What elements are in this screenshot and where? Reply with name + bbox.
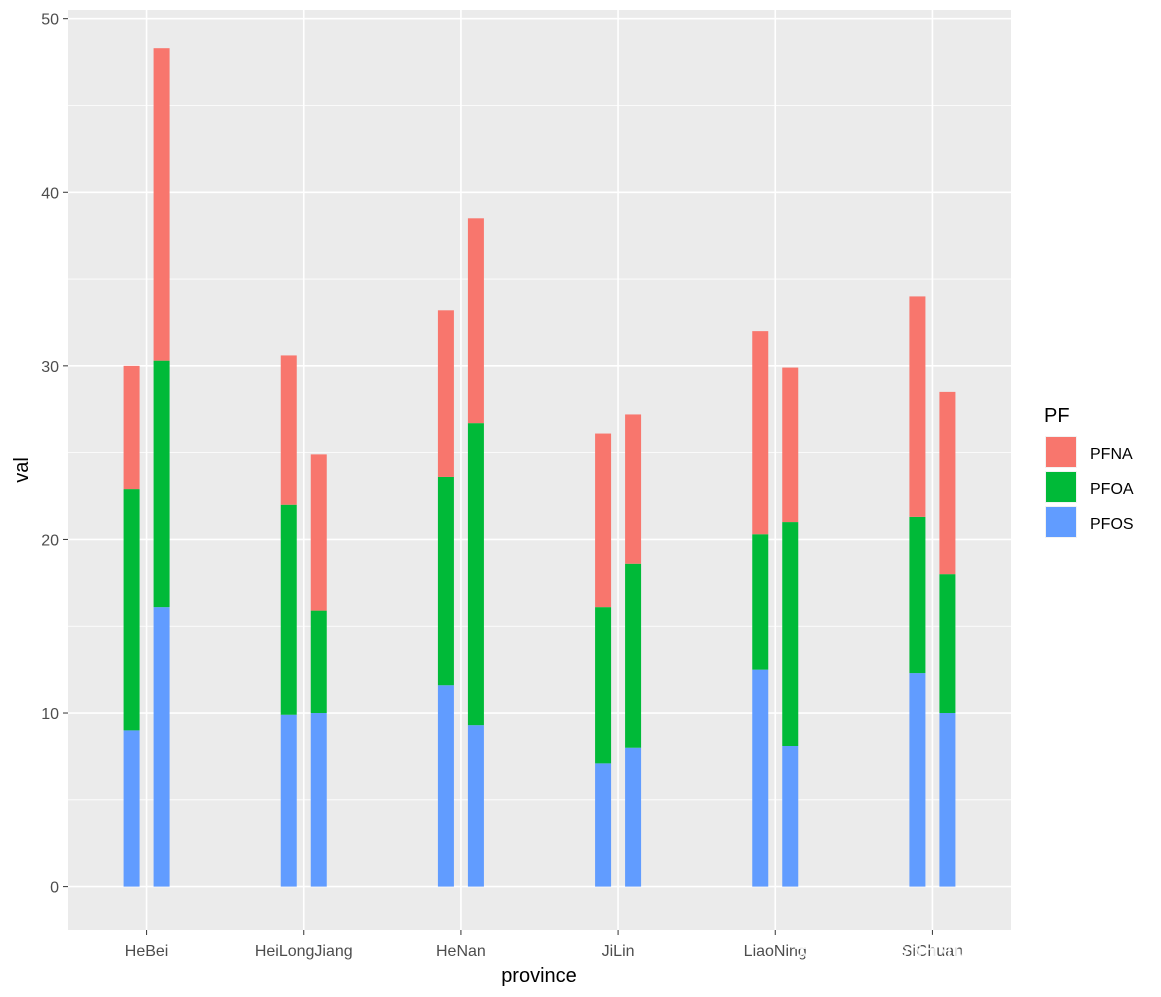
y-tick-label: 30 [41,359,59,376]
bar-segment [310,454,327,611]
bar-segment [909,516,926,674]
bar-segment [153,360,170,608]
bar-segment [939,391,956,575]
legend-key [1046,437,1076,467]
bar-segment [909,296,926,517]
bar-segment [752,534,769,670]
legend: PF PFNA PFOA PFOS [1044,405,1134,538]
bar-segment [280,504,297,715]
bar-segment [782,367,799,523]
bar-segment [280,355,297,505]
bar-segment [437,685,454,887]
legend-title: PF [1044,405,1070,427]
bar-segment [752,669,769,887]
bar-segment [280,714,297,887]
watermark: 知乎 @你的時間非常值錢 [793,933,1133,968]
bar-segment [123,489,140,731]
bar-segment [939,574,956,714]
grid-minor [68,105,1011,801]
bar-segment [437,310,454,477]
y-tick-label: 20 [41,532,59,549]
x-axis-title: province [501,965,577,987]
bar-segment [595,607,612,764]
legend-label: PFOS [1090,516,1134,533]
bar-segment [123,730,140,887]
x-tick-label: JiLin [602,943,635,960]
x-axis: HeBei HeiLongJiang HeNan JiLin LiaoNing SiChu… [125,930,963,960]
grid-major [68,10,1011,930]
bar-segment [625,563,642,748]
y-tick-label: 0 [50,880,59,897]
bars [123,48,956,887]
bar-segment [467,725,484,887]
y-tick-label: 50 [41,12,59,29]
legend-label: PFNA [1090,446,1133,463]
x-tick-label: HeNan [436,943,486,960]
bar-segment [595,433,612,608]
bar-segment [909,673,926,887]
bar-segment [595,763,612,887]
bar-segment [153,48,170,361]
legend-label: PFOA [1090,481,1134,498]
y-axis: 0 10 20 30 40 50 [41,12,68,897]
bar-segment [437,476,454,686]
y-axis-title: val [11,457,33,483]
bar-segment [939,713,956,887]
x-tick-label: SiChuan [902,943,963,960]
bar-segment [625,414,642,564]
bar-segment [625,747,642,887]
x-tick-label: LiaoNing [744,943,807,960]
bar-segment [752,331,769,535]
bar-segment [782,522,799,746]
y-tick-label: 40 [41,185,59,202]
x-tick-label: HeiLongJiang [255,943,353,960]
bar-segment [310,610,327,714]
bar-segment [153,607,170,887]
panel-background [68,10,1011,930]
y-tick-label: 10 [41,706,59,723]
legend-key [1046,507,1076,537]
x-tick-label: HeBei [125,943,169,960]
bar-segment [310,713,327,887]
bar-segment [467,423,484,726]
bar-segment [123,365,140,490]
legend-key [1046,472,1076,502]
bar-segment [782,746,799,887]
bar-segment [467,218,484,424]
